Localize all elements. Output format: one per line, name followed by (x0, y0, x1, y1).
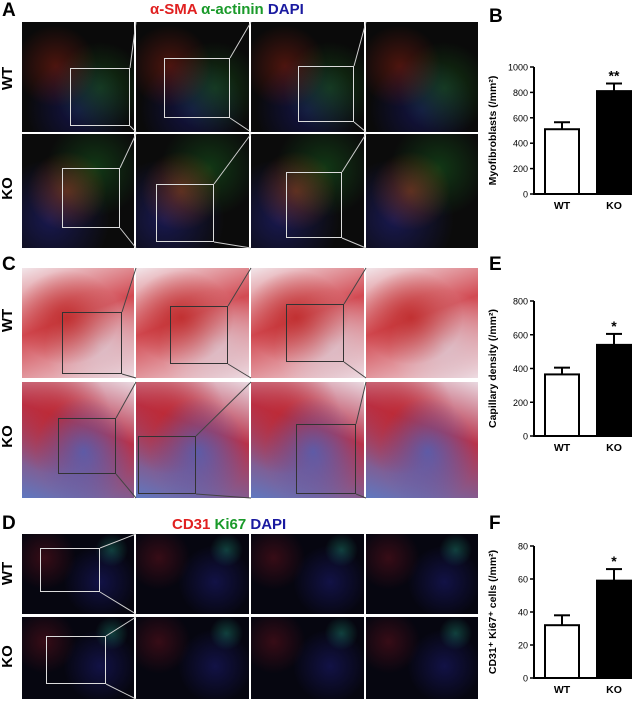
y-tick-label: 200 (513, 164, 528, 174)
panel-letter-d: D (2, 513, 16, 534)
zoom-lines-c (115, 267, 367, 499)
zoom-lines (119, 21, 367, 249)
zoom-box (164, 58, 230, 118)
micrograph-d-wt-4 (366, 534, 478, 614)
y-tick-label: 60 (518, 575, 528, 585)
micrograph-a-ko-1 (22, 134, 134, 248)
panel-letter-a: A (2, 0, 16, 21)
category-label: KO (606, 684, 622, 696)
micrograph-c-wt-2 (136, 268, 249, 378)
y-tick-label: 0 (523, 190, 528, 200)
panel-letter-b: B (489, 6, 503, 27)
bar-wt (544, 373, 580, 437)
y-tick-label: 600 (513, 113, 528, 123)
y-tick-label: 80 (518, 542, 528, 552)
micrograph-c-wt-4 (366, 268, 478, 378)
zoom-box (40, 548, 100, 592)
category-label: WT (554, 442, 571, 454)
y-axis-label: CD31⁺ Ki67⁺ cells (/mm²) (487, 550, 499, 674)
zoom-box (62, 312, 122, 374)
micrograph-c-wt-3 (251, 268, 364, 378)
y-axis-label: Capillary density (/mm²) (487, 309, 499, 428)
zoom-box (46, 636, 106, 684)
micrograph-c-ko-3 (251, 382, 364, 498)
zoom-box (286, 172, 342, 238)
micrograph-d-ko-3 (251, 617, 364, 699)
bar-ko (596, 343, 632, 437)
title-a-part-3: DAPI (263, 1, 304, 18)
y-tick-label: 400 (513, 364, 528, 374)
panel-letter-c: C (2, 254, 16, 275)
micrograph-a-wt-3 (251, 22, 364, 132)
significance-mark: ** (609, 68, 620, 84)
y-tick-label: 400 (513, 139, 528, 149)
zoom-box (58, 418, 116, 474)
zoom-box (62, 168, 120, 228)
zoom-lines-d (99, 533, 137, 700)
zoom-box (156, 184, 214, 242)
panel-letter-f: F (489, 513, 501, 534)
panel-letter-e: E (489, 254, 502, 275)
title-a-part-1: α-SMA (150, 1, 197, 18)
micrograph-c-ko-4 (366, 382, 478, 498)
y-tick-label: 20 (518, 641, 528, 651)
y-tick-label: 40 (518, 608, 528, 618)
bar-wt (544, 128, 580, 195)
zoom-box (296, 424, 356, 494)
micrograph-a-ko-2 (136, 134, 249, 248)
micrograph-d-ko-2 (136, 617, 249, 699)
category-label: WT (554, 200, 571, 212)
y-tick-label: 800 (513, 297, 528, 307)
zoom-box (70, 68, 130, 126)
bar-ko (596, 90, 632, 195)
y-tick-label: 0 (523, 432, 528, 442)
micrograph-c-ko-2 (136, 382, 249, 498)
zoom-box (170, 306, 228, 364)
significance-mark: * (611, 553, 617, 569)
y-tick-label: 200 (513, 398, 528, 408)
micrograph-d-wt-1 (22, 534, 134, 614)
micrograph-d-ko-4 (366, 617, 478, 699)
zoom-box (286, 304, 344, 362)
micrograph-a-wt-4 (366, 22, 478, 132)
y-tick-label: 800 (513, 88, 528, 98)
micrograph-a-wt-1 (22, 22, 134, 132)
significance-mark: * (611, 318, 617, 334)
chart-e: 0 200 400 600 800 Capillary density (/mm²) WT *… (487, 297, 632, 454)
category-label: KO (606, 442, 622, 454)
title-d-part-1: CD31 (172, 516, 211, 533)
y-tick-label: 600 (513, 330, 528, 340)
category-label: KO (606, 200, 622, 212)
micrograph-a-wt-2 (136, 22, 249, 132)
micrograph-d-wt-3 (251, 534, 364, 614)
bar-ko (596, 579, 632, 679)
y-tick-label: 0 (523, 674, 528, 684)
panel-a-title: α-SMA α-actinin DAPI (150, 1, 304, 18)
bar-wt (544, 624, 580, 679)
micrograph-c-wt-1 (22, 268, 134, 378)
chart-b: 0 200 400 600 800 1000 Myofibroblasts (/mm²) WT… (487, 63, 632, 212)
micrograph-a-ko-3 (251, 134, 364, 248)
title-a-part-2: α-actinin (197, 1, 264, 18)
y-tick-label: 1000 (508, 63, 528, 73)
micrograph-d-wt-2 (136, 534, 249, 614)
title-d-part-2: Ki67 (210, 516, 247, 533)
panel-d-title: CD31 Ki67 DAPI (172, 516, 286, 533)
zoom-box (298, 66, 354, 122)
chart-f: 0 20 40 60 80 CD31⁺ Ki67⁺ cells (/mm²) WT * KO (487, 542, 632, 696)
y-axis-label: Myofibroblasts (/mm²) (487, 76, 499, 186)
category-label: WT (554, 684, 571, 696)
title-d-part-3: DAPI (246, 516, 287, 533)
micrograph-a-ko-4 (366, 134, 478, 248)
zoom-box (138, 436, 196, 494)
